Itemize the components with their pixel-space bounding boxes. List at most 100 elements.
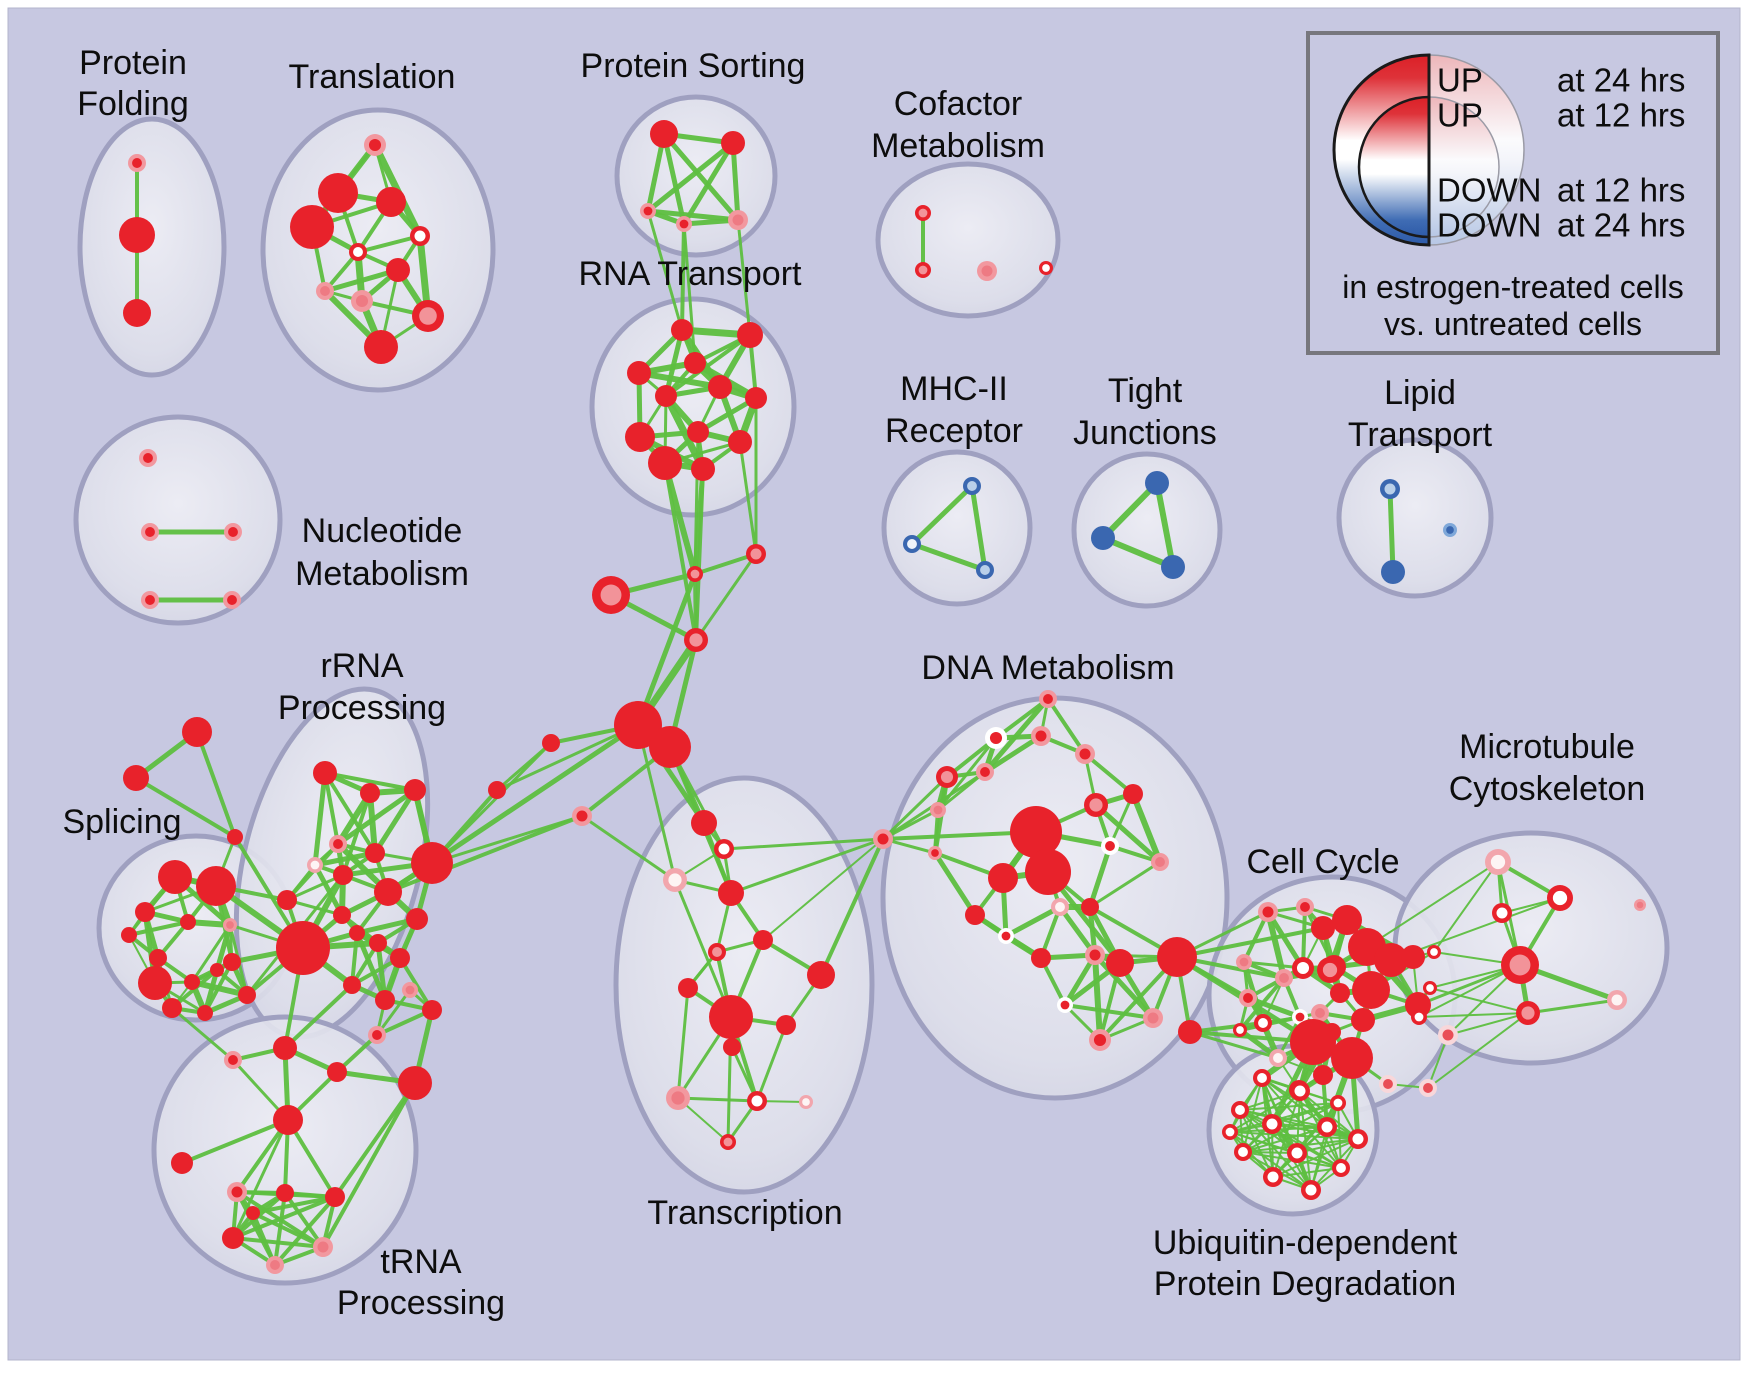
network-node-core (940, 770, 954, 784)
network-node-core (750, 548, 762, 560)
network-edge (1242, 1102, 1339, 1153)
network-edge (495, 723, 640, 792)
network-edge (251, 1211, 325, 1249)
network-edge (645, 208, 741, 223)
network-node-rr (276, 921, 330, 975)
network-node-core (310, 860, 320, 870)
network-node-core (1295, 1012, 1305, 1022)
network-edge (636, 370, 723, 390)
network-edge (170, 1006, 235, 1062)
cluster-label-sp: Splicing (62, 803, 181, 841)
network-node-core (1079, 748, 1091, 760)
network-edge (251, 1211, 277, 1267)
network-node-core (931, 849, 939, 857)
network-node-core (1430, 948, 1438, 956)
network-node-sp (196, 866, 236, 906)
network-node-cc (1352, 971, 1390, 1009)
network-edge (729, 837, 885, 895)
network-edge (333, 1081, 417, 1199)
network-node-dm (1025, 849, 1071, 895)
network-edge (661, 131, 687, 227)
network-edge (231, 1195, 337, 1240)
network-edge (375, 988, 412, 1037)
network-node-tx (753, 930, 773, 950)
cluster-label-rt: RNA Transport (579, 255, 803, 293)
network-edge (693, 552, 758, 576)
network-edge (283, 1191, 325, 1249)
cluster-ellipse-lt (1336, 437, 1494, 599)
network-node-cn (614, 701, 662, 749)
network-node-cn (123, 765, 149, 791)
network-node-cn (649, 726, 691, 768)
network-edge (1418, 1012, 1529, 1018)
network-edge (1003, 904, 1063, 939)
legend-row-time: at 24 hrs (1557, 207, 1685, 244)
network-node-rr (360, 783, 380, 803)
network-edge (322, 267, 401, 294)
network-edge (195, 730, 237, 839)
network-node-tx (807, 961, 835, 989)
network-edge (680, 222, 686, 332)
network-node-core (1509, 954, 1531, 976)
network-node-rt (691, 457, 715, 481)
network-node-core (980, 767, 990, 777)
network-node-cc (1313, 1065, 1333, 1085)
network-node-core (1001, 931, 1011, 941)
cluster-label-lt: Lipid (1384, 374, 1456, 412)
network-node-sp (184, 974, 200, 990)
network-node-core (368, 138, 382, 152)
network-node-core (1235, 1105, 1245, 1115)
network-node-tr (171, 1152, 193, 1174)
network-edge (1526, 998, 1619, 1015)
network-node-core (1291, 1147, 1303, 1159)
network-node-core (132, 158, 142, 168)
network-node-core (353, 247, 363, 257)
network-node-core (1093, 1033, 1107, 1047)
network-node-core (228, 1055, 238, 1065)
network-node-dm (1031, 948, 1051, 968)
network-node-core (1296, 961, 1310, 975)
cluster-label-tj: Junctions (1073, 414, 1217, 452)
network-node-rt (648, 446, 682, 480)
network-edge (134, 776, 237, 839)
network-node-rr (365, 843, 385, 863)
network-node-core (980, 565, 990, 575)
network-node-tr (422, 1000, 442, 1020)
network-node-tl (376, 187, 406, 217)
network-node-cc (1290, 1019, 1336, 1065)
network-node-tx (718, 880, 744, 906)
network-node-core (1336, 1163, 1346, 1173)
network-edge (663, 327, 685, 399)
network-node-core (981, 265, 993, 277)
cluster-label-rr: Processing (278, 689, 446, 727)
network-edge (1261, 1077, 1328, 1128)
cluster-label-mt: Microtubule (1459, 728, 1635, 766)
network-node-rr (390, 948, 410, 968)
network-edge (695, 395, 759, 435)
network-node-core (732, 214, 744, 226)
network-node-cc (1401, 945, 1425, 969)
network-node-core (1239, 957, 1249, 967)
network-node-core (1257, 1073, 1267, 1083)
legend-row-direction: DOWN (1437, 207, 1541, 244)
network-node-tx (678, 978, 698, 998)
network-node-core (333, 839, 343, 849)
network-node-cc (1332, 905, 1362, 935)
network-edge (1088, 860, 1162, 909)
legend-glyph-inner-right-half (1428, 96, 1500, 238)
cluster-label-nm: Metabolism (295, 555, 469, 593)
cluster-label-tx: Transcription (647, 1194, 842, 1232)
network-edge (1429, 987, 1529, 1014)
network-edge (636, 723, 677, 882)
cluster-label-pf: Folding (77, 85, 189, 123)
network-node-core (907, 539, 917, 549)
network-node-core (1035, 730, 1047, 742)
cluster-label-tr: tRNA (380, 1243, 462, 1281)
network-edge (335, 790, 373, 847)
network-node-core (933, 805, 943, 815)
network-node-core (1147, 1012, 1159, 1024)
network-node-rr (411, 842, 453, 884)
network-node-rt (687, 421, 709, 443)
